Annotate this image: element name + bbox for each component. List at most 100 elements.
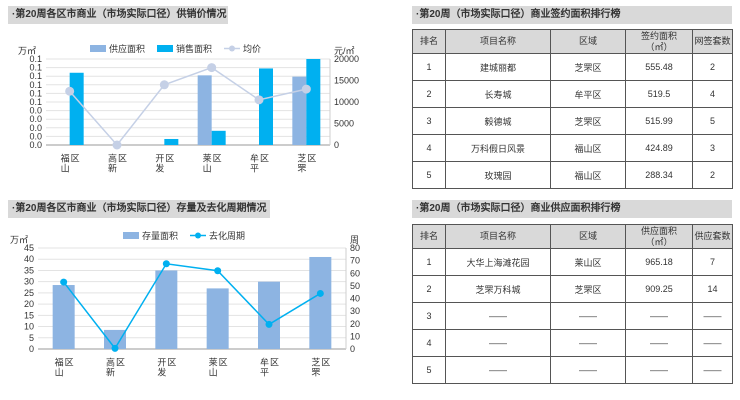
table1-cell: 3 bbox=[412, 107, 446, 135]
y-left-tick-label: 0.0 bbox=[29, 140, 42, 150]
y-left-tick-label: 25 bbox=[24, 288, 34, 298]
point-均价-开发区 bbox=[159, 80, 169, 90]
table1-cell: 芝罘区 bbox=[550, 53, 626, 81]
table1-cell: 515.99 bbox=[625, 107, 693, 135]
table1-cell: 519.5 bbox=[625, 80, 693, 108]
table1-cell: 毅德城 bbox=[445, 107, 551, 135]
table1-title: ·第20周（市场实际口径）商业签约面积排行榜 bbox=[412, 6, 732, 24]
x-tick-label-莱山区: 莱山区 bbox=[208, 356, 228, 376]
table2-cell: 2 bbox=[412, 275, 446, 303]
table2-cell: 965.18 bbox=[625, 248, 693, 276]
bar-销售面积-牟平区 bbox=[259, 68, 273, 145]
legend-swatch-销售面积 bbox=[157, 45, 173, 52]
table1-header-row: 排名 项目名称 区域 签约面积 （㎡） 网签套数 bbox=[412, 29, 733, 54]
x-tick-label-牟平区: 牟平区 bbox=[259, 356, 279, 377]
table2-cell: —— bbox=[692, 356, 733, 384]
bar-存量面积-芝罘区 bbox=[309, 256, 332, 349]
table1-header-cell: 区域 bbox=[550, 29, 626, 54]
bar-供应面积-莱山区 bbox=[197, 75, 212, 145]
y-left-tick-label: 0.1 bbox=[29, 54, 42, 64]
table2-cell: 3 bbox=[412, 302, 446, 330]
table2-cell: 7 bbox=[692, 248, 733, 276]
table2-row: 4 —— —— —— —— bbox=[412, 329, 733, 357]
bar-供应面积-芝罘区 bbox=[292, 76, 307, 145]
y-right-tick-label: 15000 bbox=[334, 76, 359, 86]
chart2-panel: ·第20周各区市商业（市场实际口径）存量及去化周期情况 0 5 10 15 20 25 30… bbox=[8, 200, 360, 400]
point-去化周期-开发区 bbox=[162, 260, 170, 268]
line-均价 bbox=[69, 66, 307, 147]
y-left-tick-label: 0 bbox=[29, 344, 34, 354]
table1-header-cell: 网签套数 bbox=[692, 29, 733, 54]
y-left-tick-label: 0.0 bbox=[29, 106, 42, 116]
y-right-tick-label: 600 bbox=[350, 268, 360, 278]
y-right-tick-label: 20000 bbox=[334, 54, 359, 64]
y-left-tick-label: 0.1 bbox=[29, 63, 42, 73]
table1-cell: 1 bbox=[412, 53, 446, 81]
bar-存量面积-福山区 bbox=[52, 285, 75, 349]
point-均价-牟平区 bbox=[254, 95, 264, 105]
point-均价-福山区 bbox=[65, 86, 75, 96]
y-right-tick-label: 500 bbox=[350, 281, 360, 291]
y-right-unit: 元/㎡ bbox=[334, 46, 355, 56]
x-tick-label-福山区: 福山区 bbox=[54, 356, 74, 376]
table1-cell: 牟平区 bbox=[550, 80, 626, 108]
table2-cell: 莱山区 bbox=[550, 248, 626, 276]
table1-cell: 福山区 bbox=[550, 161, 626, 189]
y-left-tick-label: 5 bbox=[29, 333, 34, 343]
bar-存量面积-开发区 bbox=[155, 270, 178, 349]
y-left-tick-label: 0.1 bbox=[29, 71, 42, 81]
table2-cell: 大华上海滩花园 bbox=[445, 248, 551, 276]
table1-cell: 288.34 bbox=[625, 161, 693, 189]
y-left-tick-label: 35 bbox=[24, 265, 34, 275]
chart1-svg: 0.00.00.00.00.00.10.10.10.10.10.10500010… bbox=[18, 43, 359, 173]
table2: 排名 项目名称 区域 供应面积 （㎡） 供应套数 1 大华上海滩花园 莱山区 965.18 7 2 芝… bbox=[412, 224, 733, 384]
point-去化周期-莱山区 bbox=[214, 267, 222, 275]
y-right-tick-label: 800 bbox=[350, 243, 360, 253]
x-tick-label-牟平区: 牟平区 bbox=[249, 152, 269, 173]
y-left-tick-label: 40 bbox=[24, 254, 34, 264]
y-right-tick-label: 300 bbox=[350, 306, 360, 316]
point-去化周期-高新区 bbox=[111, 344, 119, 352]
legend-swatch-存量面积 bbox=[123, 232, 139, 239]
y-left-tick-label: 10 bbox=[24, 322, 34, 332]
table2-cell: 5 bbox=[412, 356, 446, 384]
point-均价-高新区 bbox=[112, 140, 122, 150]
y-left-tick-label: 20 bbox=[24, 299, 34, 309]
table2-cell: 芝罘万科城 bbox=[445, 275, 551, 303]
y-left-tick-label: 15 bbox=[24, 310, 34, 320]
table2-cell: —— bbox=[692, 302, 733, 330]
x-tick-label-芝罘区: 芝罘区 bbox=[296, 152, 316, 173]
table2-cell: —— bbox=[550, 356, 626, 384]
bar-销售面积-莱山区 bbox=[211, 130, 226, 145]
y-right-tick-label: 0 bbox=[334, 140, 339, 150]
point-去化周期-福山区 bbox=[60, 278, 68, 286]
line-去化周期 bbox=[63, 262, 321, 350]
table2-cell: —— bbox=[625, 302, 693, 330]
table2-cell: —— bbox=[550, 302, 626, 330]
x-tick-label-莱山区: 莱山区 bbox=[202, 152, 222, 172]
table2-cell: —— bbox=[625, 356, 693, 384]
y-right-unit: 周 bbox=[350, 235, 359, 245]
legend-label-供应面积: 供应面积 bbox=[109, 43, 145, 54]
legend-label-均价: 均价 bbox=[243, 43, 261, 54]
y-left-tick-label: 0.1 bbox=[29, 88, 42, 98]
table2-cell: —— bbox=[692, 329, 733, 357]
y-right-tick-label: 10000 bbox=[334, 97, 359, 107]
table2-cell: 4 bbox=[412, 329, 446, 357]
table1-cell: 万科假日风景 bbox=[445, 134, 551, 162]
table1-row: 2 长寿城 牟平区 519.5 4 bbox=[412, 80, 733, 108]
legend-label-销售面积: 销售面积 bbox=[176, 43, 212, 54]
legend-marker-均价 bbox=[229, 45, 235, 52]
y-left-tick-label: 0.1 bbox=[29, 80, 42, 90]
table2-header-cell: 供应面积 （㎡） bbox=[625, 224, 693, 249]
point-去化周期-牟平区 bbox=[265, 320, 273, 328]
table2-cell: 1 bbox=[412, 248, 446, 276]
table2-cell: —— bbox=[445, 329, 551, 357]
y-left-tick-label: 30 bbox=[24, 277, 34, 287]
y-right-tick-label: 0 bbox=[350, 344, 355, 354]
y-right-tick-label: 5000 bbox=[334, 119, 354, 129]
y-right-tick-label: 700 bbox=[350, 256, 360, 266]
table1-cell: 5 bbox=[692, 107, 733, 135]
bar-销售面积-开发区 bbox=[164, 138, 179, 145]
table1-cell: 建城丽都 bbox=[445, 53, 551, 81]
